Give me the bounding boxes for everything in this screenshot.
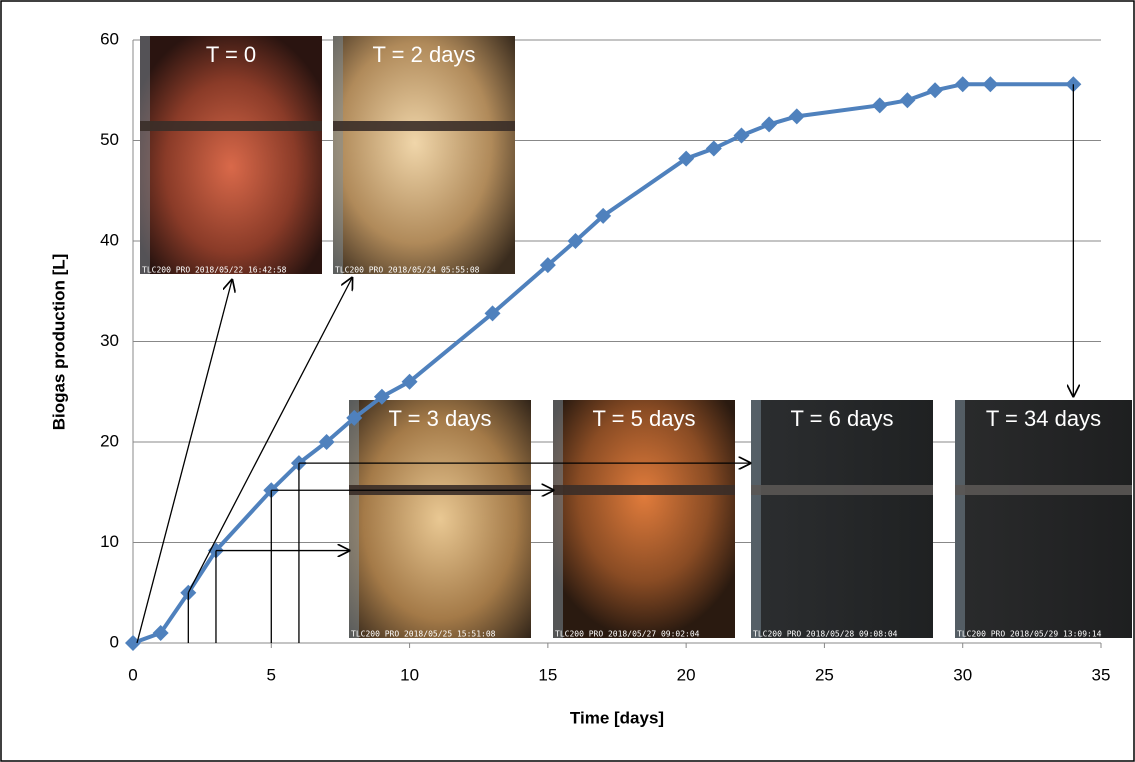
photo-label: T = 3 days (389, 406, 492, 431)
x-tick-label: 5 (267, 665, 276, 684)
point (788, 108, 805, 125)
photo: T = 0 TLC200 PRO 2018/05/22 16:42:58 (140, 36, 322, 275)
y-tick-label: 30 (100, 331, 119, 350)
photo-edge (751, 400, 761, 638)
photo-stamp: TLC200 PRO 2018/05/22 16:42:58 (142, 266, 287, 275)
point (678, 150, 695, 167)
x-tick-label: 15 (538, 665, 557, 684)
photo-stamp: TLC200 PRO 2018/05/25 15:51:08 (351, 630, 496, 639)
point (871, 97, 888, 114)
y-axis-title: Biogas production [L] (49, 254, 68, 431)
y-tick-label: 50 (100, 130, 119, 149)
point (954, 76, 971, 93)
photo: T = 34 days TLC200 PRO 2018/05/29 13:09:1… (955, 400, 1132, 639)
photo-label: T = 34 days (986, 406, 1101, 431)
photo: T = 3 days TLC200 PRO 2018/05/25 15:51:08 (349, 400, 531, 639)
photo-bg (140, 36, 322, 274)
photo-bg (333, 36, 515, 274)
point (567, 233, 584, 249)
x-tick-label: 0 (128, 665, 137, 684)
point (733, 127, 750, 144)
photo-edge (349, 400, 359, 638)
x-tick-label: 35 (1092, 665, 1111, 684)
y-tick-label: 10 (100, 532, 119, 551)
photo-stamp: TLC200 PRO 2018/05/28 09:08:04 (753, 630, 898, 639)
photo-stamp: TLC200 PRO 2018/05/24 05:55:08 (335, 266, 480, 275)
arrow (136, 280, 232, 644)
photo-label: T = 5 days (593, 406, 696, 431)
y-tick-label: 60 (100, 29, 119, 48)
x-tick-label: 10 (400, 665, 419, 684)
point (595, 207, 612, 224)
point (152, 624, 169, 641)
point (318, 434, 335, 450)
y-tick-label: 40 (100, 230, 119, 249)
photo-bar (751, 485, 933, 495)
y-tick-label: 20 (100, 431, 119, 450)
point (484, 305, 501, 322)
photo-stamp: TLC200 PRO 2018/05/29 13:09:14 (957, 630, 1102, 639)
point (761, 116, 778, 133)
photo-bg (955, 400, 1132, 638)
photo-edge (333, 36, 343, 274)
point (927, 82, 944, 99)
photo-bar (333, 121, 515, 131)
photo-label: T = 6 days (791, 406, 894, 431)
photo-bg (349, 400, 531, 638)
x-tick-label: 30 (953, 665, 972, 684)
photo-edge (955, 400, 965, 638)
x-tick-label: 25 (815, 665, 834, 684)
x-axis-title: Time [days] (570, 708, 664, 727)
photo-bg (751, 400, 933, 638)
photo: T = 6 days TLC200 PRO 2018/05/28 09:08:04 (751, 400, 933, 639)
photo-bar (140, 121, 322, 131)
arrow (187, 278, 352, 594)
photo-label: T = 0 (206, 42, 256, 67)
photo-bg (553, 400, 735, 638)
photo-edge (553, 400, 563, 638)
photo-bar (955, 485, 1132, 495)
photo-label: T = 2 days (373, 42, 476, 67)
x-tick-label: 20 (677, 665, 696, 684)
photo: T = 2 days TLC200 PRO 2018/05/24 05:55:08 (333, 36, 515, 275)
point (346, 409, 363, 426)
point (899, 92, 916, 109)
point (125, 635, 141, 651)
point (539, 257, 556, 274)
point (705, 140, 722, 157)
point (982, 76, 999, 93)
y-tick-label: 0 (110, 632, 119, 651)
point (373, 388, 390, 405)
photo-bar (553, 485, 735, 495)
photo-stamp: TLC200 PRO 2018/05/27 09:02:04 (555, 630, 700, 639)
point (401, 373, 418, 390)
photo-edge (140, 36, 150, 274)
photo: T = 5 days TLC200 PRO 2018/05/27 09:02:04 (553, 400, 735, 639)
